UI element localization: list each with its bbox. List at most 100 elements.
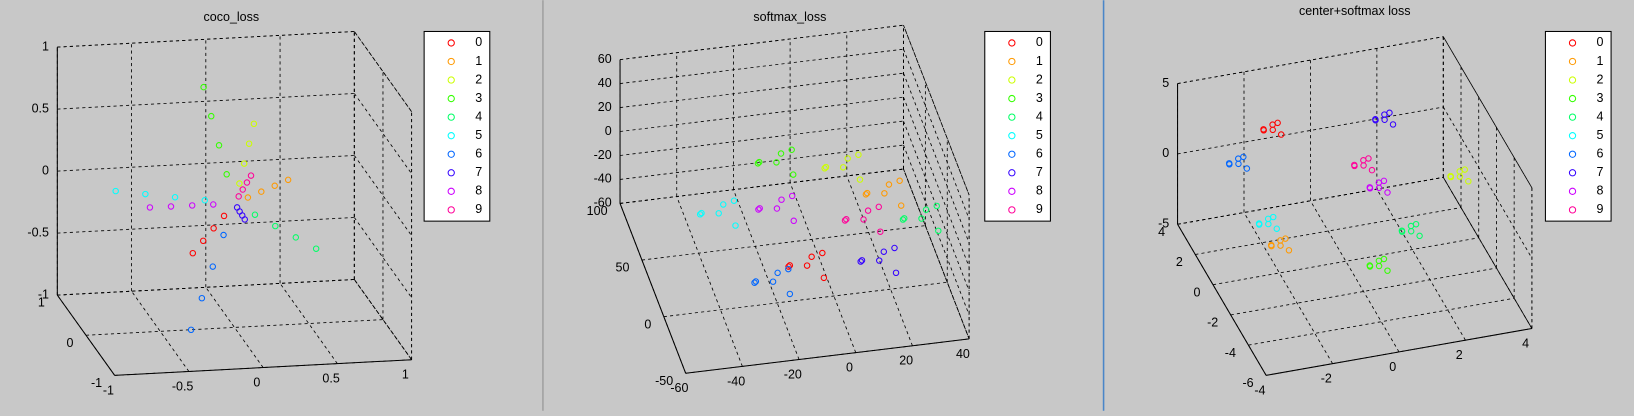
z-tick-label: 20 bbox=[598, 100, 612, 114]
point bbox=[167, 203, 175, 210]
y-tick-label: -2 bbox=[1207, 316, 1218, 330]
point bbox=[235, 193, 242, 200]
point bbox=[785, 263, 792, 270]
point bbox=[1375, 179, 1383, 186]
point bbox=[786, 290, 794, 298]
grid-line bbox=[619, 168, 904, 204]
point bbox=[918, 215, 925, 222]
legend-marker bbox=[447, 206, 455, 214]
point bbox=[1243, 165, 1251, 172]
legend-marker bbox=[1008, 39, 1016, 47]
x-tick-label: 0.5 bbox=[322, 372, 339, 386]
grid-line bbox=[1177, 36, 1444, 84]
legend-marker bbox=[1568, 187, 1577, 195]
point bbox=[752, 278, 760, 285]
point bbox=[241, 216, 248, 223]
x-axis bbox=[1266, 327, 1532, 376]
legend-box bbox=[1544, 30, 1612, 222]
point bbox=[862, 191, 870, 198]
y-tick-label: 1 bbox=[38, 296, 45, 310]
legend-marker bbox=[1568, 57, 1577, 66]
x-tick-label: 40 bbox=[956, 347, 970, 361]
grid-line bbox=[619, 120, 904, 156]
point bbox=[790, 171, 797, 178]
point bbox=[863, 189, 871, 197]
legend-label: 4 bbox=[1596, 109, 1603, 123]
point bbox=[786, 262, 794, 269]
point bbox=[860, 216, 867, 223]
point bbox=[251, 211, 259, 218]
point bbox=[1366, 262, 1374, 269]
x-tick-label: -2 bbox=[1321, 372, 1332, 386]
legend-marker bbox=[447, 57, 455, 66]
point bbox=[1407, 222, 1415, 230]
point bbox=[1255, 220, 1263, 227]
legend-marker bbox=[1568, 113, 1577, 121]
z-tick-label: -5 bbox=[1158, 217, 1169, 231]
legend-marker bbox=[1568, 94, 1577, 103]
point bbox=[272, 222, 279, 230]
point bbox=[292, 234, 300, 241]
point bbox=[245, 140, 253, 147]
chart-title: coco_loss bbox=[204, 10, 260, 24]
point bbox=[885, 181, 893, 188]
legend-label: 5 bbox=[1036, 128, 1043, 142]
x-axis bbox=[114, 359, 412, 376]
legend-marker bbox=[1008, 206, 1016, 214]
z-tick-label: 40 bbox=[598, 76, 612, 90]
grid-line bbox=[903, 120, 970, 292]
point bbox=[312, 245, 320, 252]
legend-label: 4 bbox=[1036, 109, 1043, 123]
point bbox=[209, 263, 217, 270]
legend-marker bbox=[447, 132, 455, 140]
point bbox=[855, 151, 862, 158]
z-tick-label: -1 bbox=[38, 287, 49, 301]
point bbox=[201, 197, 209, 204]
point bbox=[1384, 267, 1391, 274]
point bbox=[696, 211, 704, 218]
point bbox=[1264, 215, 1272, 223]
y-tick-label: -50 bbox=[655, 374, 673, 388]
point bbox=[171, 194, 179, 201]
point bbox=[210, 225, 217, 232]
point bbox=[1384, 189, 1391, 196]
legend-label: 2 bbox=[1596, 72, 1603, 86]
point bbox=[1260, 126, 1267, 133]
point bbox=[1268, 241, 1275, 249]
legend-marker bbox=[447, 39, 455, 47]
legend-label: 6 bbox=[1596, 147, 1603, 161]
grid-line bbox=[1442, 106, 1533, 259]
point bbox=[715, 210, 722, 217]
legend-label: 8 bbox=[475, 184, 482, 198]
grid-line bbox=[1177, 176, 1444, 225]
legend-marker bbox=[1008, 57, 1016, 66]
box-edge bbox=[353, 31, 412, 112]
legend-label: 3 bbox=[1596, 91, 1603, 105]
point bbox=[1447, 172, 1454, 180]
x-tick-label: 20 bbox=[899, 354, 913, 368]
point bbox=[258, 188, 265, 195]
point bbox=[1269, 121, 1276, 128]
y-tick-label: -4 bbox=[1225, 346, 1236, 360]
point bbox=[188, 202, 196, 209]
point bbox=[1235, 155, 1242, 162]
y-tick-label: 100 bbox=[587, 204, 608, 218]
point bbox=[769, 278, 777, 285]
point bbox=[1277, 131, 1285, 138]
point bbox=[271, 182, 278, 189]
legend-marker bbox=[1008, 150, 1016, 158]
x-tick-label: -60 bbox=[670, 381, 688, 395]
grid-line bbox=[353, 279, 412, 360]
point bbox=[239, 186, 246, 193]
point bbox=[751, 279, 758, 286]
legend-label: 5 bbox=[475, 128, 482, 142]
legend-box bbox=[423, 30, 491, 222]
grid-line bbox=[1177, 106, 1444, 155]
point bbox=[199, 237, 207, 245]
x-tick-label: -20 bbox=[784, 367, 802, 381]
y-tick-label: 0 bbox=[67, 336, 74, 350]
grid-line bbox=[205, 287, 264, 368]
point bbox=[1351, 161, 1358, 169]
point bbox=[1366, 184, 1374, 191]
